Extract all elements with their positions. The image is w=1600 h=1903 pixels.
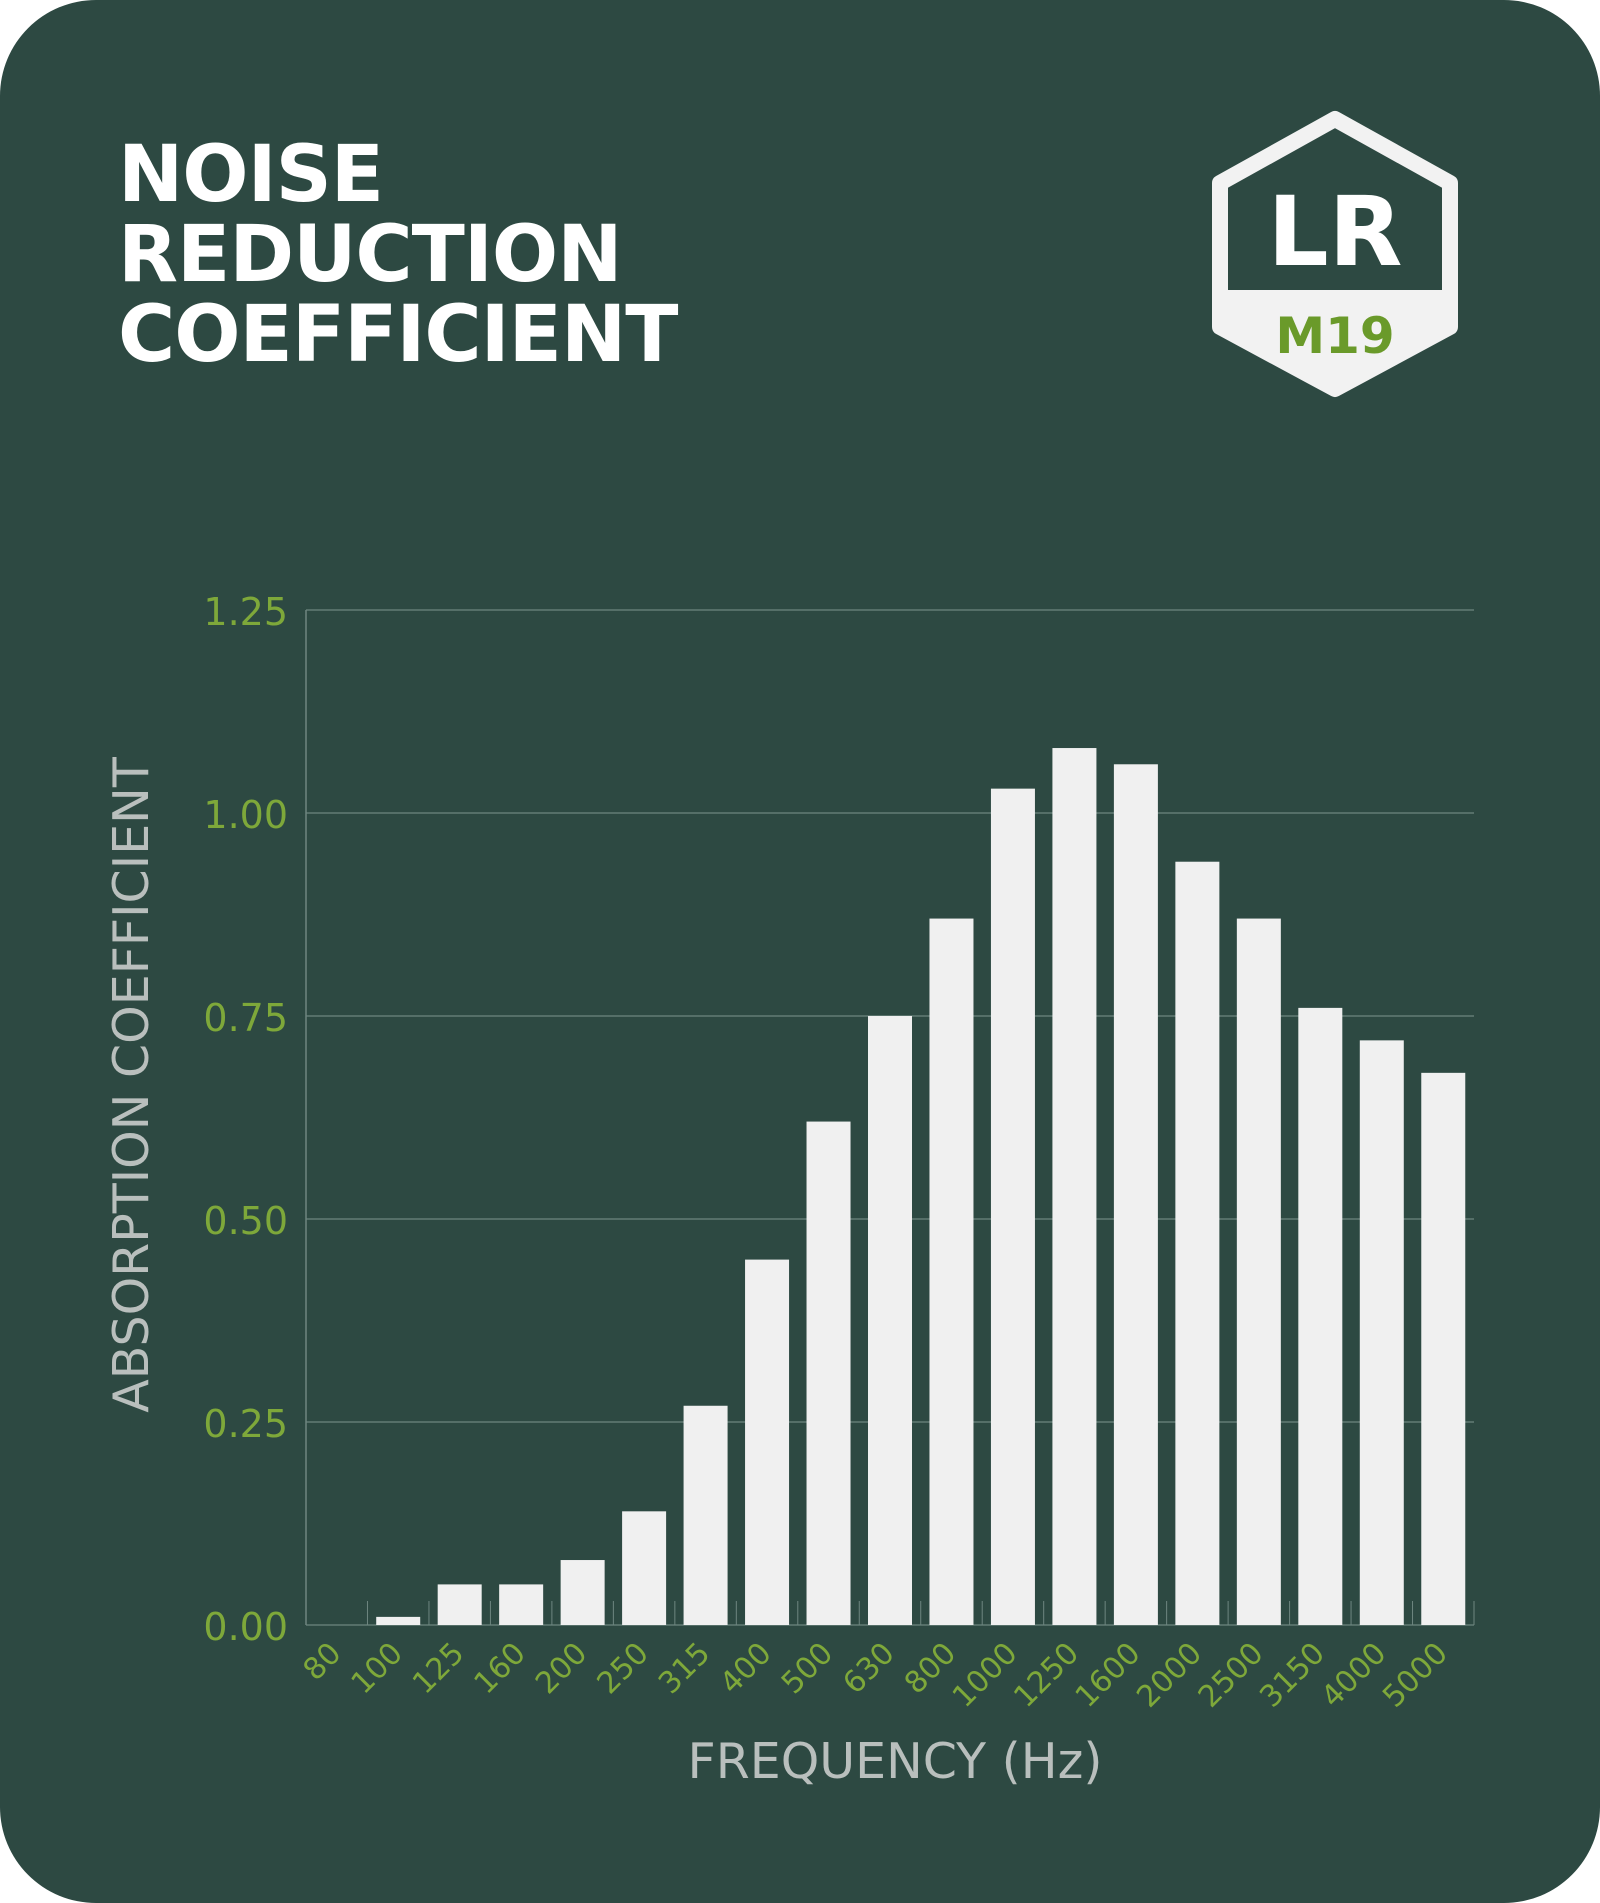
x-tick-label: 400 — [713, 1636, 778, 1701]
x-tick-label: 5000 — [1376, 1636, 1455, 1715]
bar-160 — [499, 1584, 544, 1625]
y-tick-label: 1.00 — [203, 793, 288, 837]
y-tick-label: 0.75 — [203, 996, 288, 1040]
x-tick-label: 2500 — [1192, 1636, 1271, 1715]
x-axis-title: FREQUENCY (Hz) — [688, 1733, 1103, 1790]
x-tick-label: 100 — [345, 1636, 410, 1701]
bar-125 — [437, 1584, 482, 1625]
y-tick-label: 0.00 — [203, 1605, 288, 1649]
x-tick-label: 4000 — [1315, 1636, 1394, 1715]
bar-4000 — [1359, 1040, 1404, 1625]
bar-800 — [929, 918, 974, 1625]
bar-2500 — [1236, 918, 1281, 1625]
x-tick-label: 80 — [297, 1636, 349, 1688]
bar-1600 — [1113, 764, 1158, 1625]
bar-250 — [622, 1511, 667, 1625]
bar-100 — [376, 1616, 421, 1625]
x-tick-labels: 8010012516020025031540050063080010001250… — [297, 1636, 1455, 1715]
bar-200 — [560, 1560, 605, 1625]
x-tick-label: 250 — [591, 1636, 656, 1701]
bar-1250 — [1052, 748, 1097, 1625]
bar-2000 — [1175, 861, 1220, 1625]
title-line-2: REDUCTION — [118, 210, 622, 300]
x-tick-label: 200 — [529, 1636, 594, 1701]
x-tick-label: 1000 — [946, 1636, 1025, 1715]
bar-5000 — [1421, 1072, 1466, 1625]
y-tick-label: 0.25 — [203, 1402, 288, 1446]
lr-m19-badge-icon: LR M19 — [1212, 111, 1458, 397]
bar-400 — [745, 1259, 790, 1625]
badge-main-text: LR — [1267, 176, 1402, 288]
title-line-1: NOISE — [118, 130, 384, 220]
x-tick-label: 500 — [775, 1636, 840, 1701]
x-tick-label: 315 — [652, 1636, 717, 1701]
bar-1000 — [990, 788, 1035, 1625]
y-tick-labels: 0.00 0.25 0.50 0.75 1.00 1.25 — [203, 590, 288, 1649]
bar-630 — [868, 1016, 912, 1625]
x-tick-label: 3150 — [1253, 1636, 1332, 1715]
bar-3150 — [1298, 1007, 1343, 1625]
x-tick-label: 125 — [406, 1636, 471, 1701]
badge-sub-text: M19 — [1275, 307, 1394, 365]
x-tick-label: 630 — [836, 1636, 901, 1701]
x-tick-label: 2000 — [1130, 1636, 1209, 1715]
page-title: NOISE REDUCTION COEFFICIENT — [118, 130, 678, 380]
badge-lower-panel — [1220, 290, 1450, 389]
x-tick-label: 1250 — [1007, 1636, 1086, 1715]
bar-315 — [683, 1405, 728, 1625]
y-tick-label: 1.25 — [203, 590, 288, 634]
x-tick-label: 160 — [468, 1636, 533, 1701]
title-line-3: COEFFICIENT — [118, 290, 678, 380]
x-tick-label: 1600 — [1069, 1636, 1148, 1715]
y-tick-label: 0.50 — [203, 1199, 288, 1243]
bar-500 — [806, 1121, 851, 1625]
y-axis-title: ABSORPTION COEFFICIENT — [103, 756, 160, 1413]
bar-layer — [376, 748, 1466, 1625]
